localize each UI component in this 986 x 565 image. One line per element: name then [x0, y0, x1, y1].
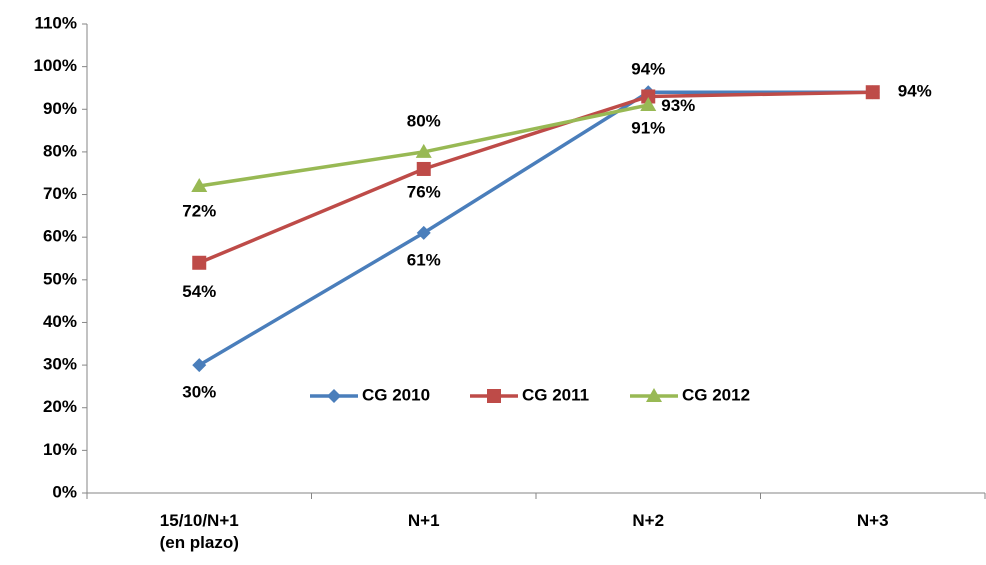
marker [192, 255, 207, 270]
y-tick-label: 0% [52, 482, 77, 501]
x-tick-label: N+3 [856, 511, 889, 530]
y-tick-label: 50% [43, 269, 77, 288]
y-tick-label: 100% [34, 56, 77, 75]
y-tick-label: 20% [43, 397, 77, 416]
data-label: 30% [182, 383, 216, 402]
legend-label: CG 2011 [522, 385, 589, 404]
marker [415, 143, 432, 158]
x-tick-label: 15/10/N+1 (en plazo) [159, 511, 239, 552]
data-label: 94% [631, 60, 665, 79]
y-tick-label: 110% [34, 13, 77, 32]
data-label: 54% [182, 282, 216, 301]
y-tick-label: 70% [43, 184, 77, 203]
legend-label: CG 2012 [682, 385, 750, 404]
y-tick-label: 90% [43, 99, 77, 118]
marker [487, 389, 501, 403]
marker [416, 161, 431, 176]
x-tick-label: N+2 [632, 511, 665, 530]
y-tick-label: 80% [43, 141, 77, 160]
data-label: 61% [407, 250, 441, 269]
data-label: 94% [898, 82, 932, 101]
series-line [198, 90, 873, 265]
marker [640, 97, 657, 112]
marker [646, 388, 662, 402]
y-tick-label: 40% [43, 312, 77, 331]
series-line [198, 90, 873, 367]
data-label: 93% [661, 96, 695, 115]
marker [191, 178, 208, 193]
legend-label: CG 2010 [362, 385, 430, 404]
data-label: 76% [407, 182, 441, 201]
marker [865, 85, 880, 100]
y-tick-label: 60% [43, 227, 77, 246]
data-label: 80% [407, 111, 441, 130]
data-label: 72% [182, 202, 216, 221]
x-tick-label: N+1 [407, 511, 440, 530]
marker [192, 358, 207, 373]
data-label: 91% [631, 118, 665, 137]
marker [641, 89, 656, 104]
marker [416, 225, 431, 240]
marker [327, 389, 341, 403]
y-tick-label: 10% [43, 440, 77, 459]
y-tick-label: 30% [43, 355, 77, 374]
